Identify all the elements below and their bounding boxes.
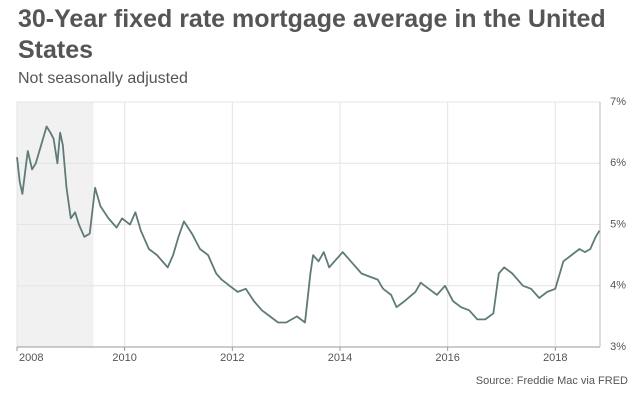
- chart-subtitle: Not seasonally adjusted: [18, 70, 188, 87]
- y-tick-label: 3%: [610, 341, 626, 353]
- y-tick-label: 6%: [610, 157, 626, 169]
- x-tick-label: 2012: [220, 352, 244, 364]
- chart-title: 30-Year fixed rate mortgage average in t…: [18, 5, 606, 64]
- source: Source: Freddie Mac via FRED: [476, 375, 628, 387]
- x-tick-label: 2010: [112, 352, 136, 364]
- x-tick-label: 2014: [328, 352, 352, 364]
- line: [16, 125, 601, 324]
- x-tick-label: 2016: [435, 352, 459, 364]
- y-tick-label: 7%: [610, 96, 626, 108]
- x-tick-label: 2008: [19, 352, 43, 364]
- y-tick-label: 4%: [610, 280, 626, 292]
- y-tick-label: 5%: [610, 218, 626, 230]
- x-tick-label: 2018: [543, 352, 567, 364]
